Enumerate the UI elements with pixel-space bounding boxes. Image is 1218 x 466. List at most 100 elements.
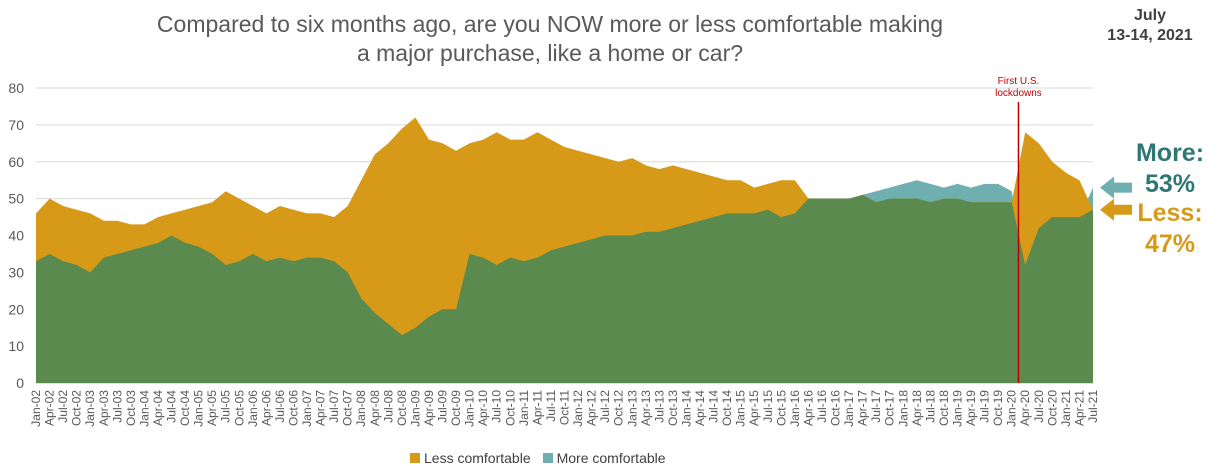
- x-tick-label: Oct-16: [829, 390, 843, 426]
- x-tick-label: Oct-10: [503, 390, 517, 426]
- legend: Less comfortable More comfortable: [410, 450, 666, 466]
- x-tick-label: Oct-03: [124, 390, 138, 426]
- x-tick-label: Oct-13: [666, 390, 680, 426]
- x-tick-label: Jul-07: [327, 390, 341, 423]
- x-tick-label: Jan-04: [137, 390, 151, 427]
- x-tick-label: Apr-06: [259, 390, 273, 426]
- x-tick-label: Jul-06: [273, 390, 287, 423]
- x-tick-label: Apr-10: [476, 390, 490, 426]
- x-tick-label: Apr-16: [801, 390, 815, 426]
- x-tick-label: Jan-18: [896, 390, 910, 427]
- y-tick-label: 20: [8, 301, 24, 317]
- x-tick-label: Jul-16: [815, 390, 829, 423]
- x-tick-label: Apr-17: [856, 390, 870, 426]
- x-tick-label: Oct-05: [232, 390, 246, 426]
- lockdown-label-line1: First U.S.: [998, 76, 1040, 87]
- lockdown-label-line2: lockdowns: [995, 88, 1042, 99]
- x-tick-label: Jul-13: [652, 390, 666, 423]
- x-tick-label: Jul-12: [598, 390, 612, 423]
- survey-date: July 13-14, 2021: [1090, 6, 1210, 46]
- chart-title: Compared to six months ago, are you NOW …: [80, 10, 1020, 68]
- x-tick-label: Apr-19: [964, 390, 978, 426]
- x-tick-label: Jan-14: [679, 390, 693, 427]
- x-tick-label: Apr-11: [530, 390, 544, 425]
- more-callout-value: 53%: [1144, 170, 1196, 198]
- x-tick-label: Jan-15: [734, 390, 748, 427]
- x-tick-label: Jan-21: [1059, 390, 1073, 427]
- x-tick-label: Jul-05: [219, 390, 233, 423]
- x-tick-label: Jan-19: [950, 390, 964, 427]
- less-callout: Less: 47%: [1125, 198, 1215, 260]
- y-tick-label: 60: [8, 154, 24, 170]
- x-tick-label: Apr-05: [205, 390, 219, 426]
- x-tick-label: Jan-20: [1005, 390, 1019, 427]
- legend-item-less: Less comfortable: [410, 450, 531, 466]
- legend-item-more: More comfortable: [542, 450, 666, 466]
- x-tick-label: Jul-09: [436, 390, 450, 423]
- x-tick-label: Jan-17: [842, 390, 856, 427]
- legend-label-less: Less comfortable: [424, 450, 531, 466]
- x-tick-label: Apr-12: [585, 390, 599, 426]
- y-tick-label: 0: [16, 375, 24, 391]
- x-tick-label: Jan-08: [354, 390, 368, 427]
- x-tick-label: Jan-13: [625, 390, 639, 427]
- x-tick-label: Jul-10: [490, 390, 504, 423]
- x-tick-label: Jan-06: [246, 390, 260, 427]
- x-tick-label: Oct-08: [395, 390, 409, 426]
- x-tick-label: Apr-09: [422, 390, 436, 426]
- x-tick-label: Apr-15: [747, 390, 761, 426]
- x-tick-label: Jan-02: [29, 390, 43, 427]
- area-layers: [36, 117, 1093, 383]
- more-arrow-icon: [1100, 176, 1132, 199]
- x-tick-label: Jan-11: [517, 390, 531, 426]
- x-tick-label: Oct-12: [612, 390, 626, 426]
- y-tick-label: 50: [8, 191, 24, 207]
- less-callout-value: 47%: [1144, 230, 1196, 258]
- x-tick-label: Apr-20: [1018, 390, 1032, 426]
- x-tick-label: Jul-08: [381, 390, 395, 423]
- series-overlap-area: [36, 194, 1093, 383]
- x-axis: Jan-02 Apr-02 Jul-02 Oct-02 Jan-03 Apr-03 Jul-…: [29, 390, 1100, 427]
- more-callout: More: 53%: [1125, 138, 1215, 200]
- y-tick-label: 70: [8, 117, 24, 133]
- x-tick-label: Apr-03: [97, 390, 111, 426]
- legend-swatch-less: [410, 453, 420, 463]
- x-tick-label: Oct-19: [991, 390, 1005, 426]
- x-tick-label: Jan-12: [571, 390, 585, 427]
- lockdown-annotation: First U.S.lockdowns: [995, 76, 1042, 383]
- y-tick-label: 10: [8, 338, 24, 354]
- x-tick-label: Jan-16: [788, 390, 802, 427]
- x-tick-label: Jul-03: [110, 390, 124, 423]
- x-tick-label: Oct-18: [937, 390, 951, 426]
- x-tick-label: Oct-17: [883, 390, 897, 426]
- x-tick-label: Jul-14: [707, 390, 721, 423]
- x-tick-label: Oct-02: [70, 390, 84, 426]
- survey-date-line2: 13-14, 2021: [1107, 27, 1193, 44]
- x-tick-label: Jul-18: [923, 390, 937, 423]
- x-tick-label: Oct-09: [449, 390, 463, 426]
- x-tick-label: Jul-04: [165, 390, 179, 423]
- x-tick-label: Apr-07: [314, 390, 328, 426]
- legend-label-more: More comfortable: [556, 450, 666, 466]
- x-tick-label: Apr-21: [1072, 390, 1086, 426]
- x-tick-label: Oct-20: [1045, 390, 1059, 426]
- x-tick-label: Jan-03: [83, 390, 97, 427]
- x-tick-label: Oct-06: [286, 390, 300, 426]
- y-tick-label: 40: [8, 228, 24, 244]
- x-tick-label: Oct-15: [774, 390, 788, 426]
- x-tick-label: Apr-18: [910, 390, 924, 426]
- x-tick-label: Jul-20: [1032, 390, 1046, 423]
- x-tick-label: Jan-09: [408, 390, 422, 427]
- x-tick-label: Oct-07: [341, 390, 355, 426]
- x-tick-label: Jul-21: [1086, 390, 1100, 423]
- y-tick-label: 80: [8, 80, 24, 96]
- less-arrow-icon: [1100, 198, 1132, 221]
- y-tick-label: 30: [8, 264, 24, 280]
- less-callout-label: Less:: [1137, 199, 1203, 227]
- callout-arrows: [1100, 176, 1132, 221]
- chart-title-line2: a major purchase, like a home or car?: [356, 40, 744, 66]
- x-tick-label: Apr-13: [639, 390, 653, 426]
- x-tick-label: Oct-11: [558, 390, 572, 425]
- x-tick-label: Apr-02: [43, 390, 57, 426]
